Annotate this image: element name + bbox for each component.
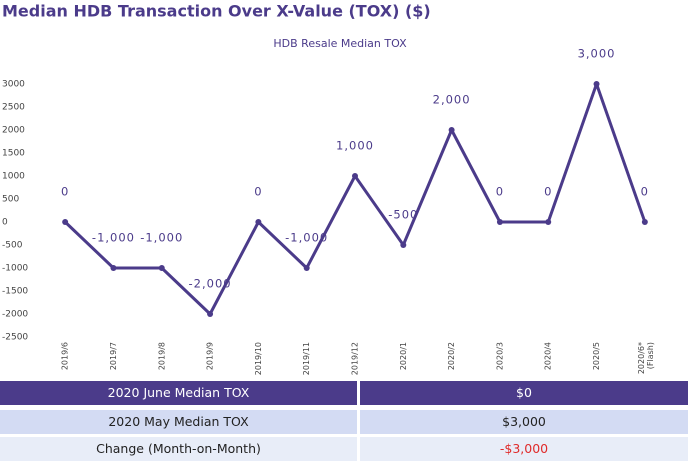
- x-tick-label: 2020/2: [447, 342, 456, 370]
- chart: Median HDB Transaction Over X-Value (TOX…: [2, 2, 654, 376]
- y-tick-label: -500: [2, 241, 23, 251]
- data-label: -500: [388, 208, 418, 222]
- x-tick-label: 2020/3: [495, 342, 504, 370]
- page-title: Median HDB Transaction Over X-Value (TOX…: [2, 2, 431, 21]
- data-point: [303, 265, 310, 271]
- x-tick-label: 2019/9: [206, 342, 215, 370]
- data-label: 0: [496, 185, 504, 199]
- data-point: [352, 173, 358, 179]
- data-point: [593, 81, 600, 87]
- table-row: 2020 June Median TOX $0: [0, 381, 690, 405]
- y-tick-label: 2500: [2, 103, 25, 113]
- data-line: [64, 82, 647, 316]
- data-label: -1,000: [285, 231, 328, 245]
- x-tick-label: 2020/1: [399, 342, 408, 370]
- data-label: -2,000: [189, 277, 232, 291]
- y-tick-label: 1500: [2, 149, 25, 159]
- y-tick-label: -1500: [2, 287, 28, 297]
- data-point: [158, 265, 165, 271]
- data-label: 0: [544, 185, 552, 199]
- y-tick-label: 3000: [2, 80, 25, 90]
- data-label: -1,000: [92, 231, 135, 245]
- x-tick-label: 2020/5: [592, 342, 601, 370]
- x-tick-label: 2019/11: [302, 342, 311, 375]
- data-point: [641, 219, 648, 225]
- data-label: 2,000: [433, 93, 471, 107]
- y-tick-label: -1000: [2, 264, 28, 274]
- y-tick-label: -2000: [2, 310, 28, 320]
- data-label: 3,000: [578, 47, 616, 61]
- table-cell: $3,000: [360, 410, 688, 434]
- data-label: 0: [641, 185, 649, 199]
- table-cell: -$3,000: [360, 437, 688, 461]
- x-tick-label: 2020/6*(Flash): [636, 342, 654, 374]
- chart-title: HDB Resale Median TOX: [273, 37, 407, 50]
- y-tick-label: -2500: [2, 333, 28, 343]
- y-tick-label: 0: [2, 218, 8, 228]
- y-tick-label: 2000: [2, 126, 25, 136]
- table-cell: $0: [360, 381, 688, 405]
- data-label: 1,000: [336, 139, 374, 153]
- x-tick-label: 2019/10: [254, 342, 263, 375]
- data-label: 0: [61, 185, 69, 199]
- table-row: Change (Month-on-Month) -$3,000: [0, 437, 690, 461]
- data-point: [496, 219, 503, 225]
- table-cell: Change (Month-on-Month): [0, 437, 357, 461]
- data-label: -1,000: [140, 231, 183, 245]
- data-point: [110, 265, 117, 271]
- x-tick-label: 2019/12: [351, 342, 360, 375]
- x-tick-label: 2019/7: [109, 342, 118, 370]
- table-cell: 2020 May Median TOX: [0, 410, 357, 434]
- y-tick-label: 1000: [2, 172, 25, 182]
- data-point: [448, 127, 455, 133]
- x-tick-label: 2019/8: [157, 342, 166, 370]
- table-cell: 2020 June Median TOX: [0, 381, 357, 405]
- data-point: [255, 219, 262, 225]
- data-point: [400, 242, 407, 248]
- data-label: 0: [254, 185, 262, 199]
- data-point: [62, 219, 69, 225]
- data-point: [207, 311, 214, 317]
- x-tick-label: 2020/4: [544, 342, 553, 370]
- data-point: [545, 219, 552, 225]
- table-row: 2020 May Median TOX $3,000: [0, 410, 690, 434]
- y-tick-label: 500: [2, 195, 19, 205]
- x-tick-label: 2019/6: [61, 342, 70, 370]
